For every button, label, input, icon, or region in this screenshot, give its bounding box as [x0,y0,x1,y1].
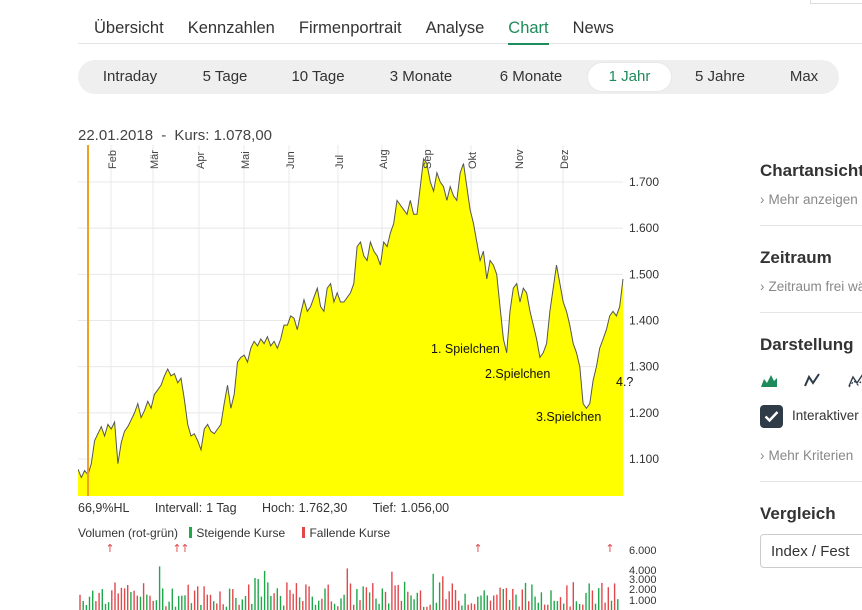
mehr-kriterien-label: Mehr Kriterien [768,448,854,463]
low-label: Tief: [372,501,397,515]
y-tick-label: 1.300 [629,360,659,374]
volume-tick-label: 2.000 [629,584,657,596]
chart-annotation: 1. Spielchen [431,342,500,356]
chart-stats: 66,9%HL Intervall: 1 Tag Hoch: 1.762,30 Ti… [78,501,471,515]
zeitraum-heading: Zeitraum [760,248,832,267]
tab-firmenportrait[interactable]: Firmenportrait [298,19,402,37]
chevron-right-icon: › [760,279,765,294]
low-info: Tief: 1.056,00 [373,501,450,515]
month-label: Jun [285,151,297,169]
interval-value: 1 Tag [206,501,237,515]
range-max[interactable]: Max [789,68,819,85]
line-chart-icon[interactable] [804,372,822,388]
month-label: Sep [422,149,434,169]
falling-label: Fallende Kurse [309,526,391,540]
darstellung-heading: Darstellung [760,335,854,354]
price-chart[interactable]: Feb Mär Apr Mai Jun Jul Aug Sep Okt Nov Dez 1.700 1.… [78,145,678,500]
divider [760,481,862,482]
tab-analyse[interactable]: Analyse [425,19,485,37]
range-selector: Intraday 5 Tage 10 Tage 3 Monate 6 Monat… [78,60,839,94]
month-label: Jul [334,155,346,169]
falling-swatch [302,527,306,538]
chevron-right-icon: › [760,192,765,207]
divider [760,312,862,313]
month-label: Aug [378,149,390,169]
y-tick-label: 1.100 [629,452,659,466]
volume-tick-label: 1.000 [629,595,657,607]
price-line [78,157,624,479]
range-3-monate[interactable]: 3 Monate [389,68,453,85]
price-area [78,158,623,496]
range-5-jahre[interactable]: 5 Jahre [694,68,746,85]
y-tick-label: 1.200 [629,406,659,420]
tab-news[interactable]: News [572,19,614,37]
divider [760,225,862,226]
interaktiv-checkbox[interactable] [760,405,783,428]
mountain-line-icon[interactable] [848,372,862,388]
range-1-jahr[interactable]: 1 Jahr [588,63,671,91]
range-6-monate[interactable]: 6 Monate [499,68,563,85]
chevron-right-icon: › [760,448,765,463]
month-label: Apr [195,152,207,169]
high-label: Hoch: [262,501,295,515]
chart-annotation: 4.? [616,375,633,389]
chart-annotation: 3.Spielchen [536,410,601,424]
volume-spike-marker: ↑ [473,542,482,555]
interaktiv-label: Interaktiver Chart [792,408,862,423]
interval-info: Intervall: 1 Tag [155,501,237,515]
vergleich-heading: Vergleich [760,504,836,523]
month-label: Dez [559,149,571,169]
chart-options-sidebar: Chartansicht › Mehr anzeigen Zeitraum › Ze… [760,0,862,610]
top-right-frame [810,0,862,4]
y-tick-label: 1.500 [629,267,659,281]
y-tick-label: 1.600 [629,221,659,235]
rising-swatch [189,527,193,538]
low-value: 1.056,00 [400,501,450,515]
high-info: Hoch: 1.762,30 [262,501,347,515]
volume-legend: Volumen (rot-grün) Steigende Kurse Falle… [78,526,390,540]
tab-uebersicht[interactable]: Übersicht [94,19,164,37]
zeitraum-frei-label: Zeitraum frei wählen [768,279,862,294]
chart-header: 22.01.2018 - Kurs: 1.078,00 [78,127,272,144]
mehr-anzeigen-link[interactable]: › Mehr anzeigen [760,192,858,207]
tab-chart[interactable]: Chart [508,12,550,45]
month-label: Feb [107,150,119,169]
volume-spike-marker: ↑ [172,542,181,555]
range-10-tage[interactable]: 10 Tage [291,68,345,85]
y-tick-label: 1.400 [629,314,659,328]
month-label: Okt [467,152,479,169]
area-chart-icon[interactable] [760,372,778,388]
chart-header-separator: - [161,127,167,144]
month-label: Mai [240,151,252,169]
high-value: 1.762,30 [298,501,348,515]
kurs-label: Kurs: [174,127,210,144]
range-5-tage[interactable]: 5 Tage [202,68,248,85]
chartansicht-heading: Chartansicht [760,161,862,180]
mehr-anzeigen-label: Mehr anzeigen [768,192,858,207]
mehr-kriterien-link[interactable]: › Mehr Kriterien [760,448,853,463]
volume-tick-label: 4.000 [629,565,657,577]
hl-value: 66,9%HL [78,501,130,515]
month-label: Mär [149,150,161,169]
main-tabs: Übersicht Kennzahlen Firmenportrait Anal… [78,12,862,45]
month-label: Nov [514,149,526,169]
volume-title: Volumen (rot-grün) [78,526,179,540]
tab-kennzahlen[interactable]: Kennzahlen [187,19,275,37]
range-intraday[interactable]: Intraday [102,68,158,85]
volume-tick-label: 6.000 [629,545,657,557]
y-tick-label: 1.700 [629,175,659,189]
check-icon [764,411,779,423]
volume-spike-marker: ↑ [105,542,114,555]
kurs-value: 1.078,00 [213,127,272,144]
interval-label: Intervall: [154,501,203,515]
volume-tick-label: 3.000 [629,574,657,586]
rising-label: Steigende Kurse [196,526,286,540]
index-select[interactable]: Index / Fest [760,534,862,568]
volume-spike-marker: ↑ [605,542,614,555]
chart-annotation: 2.Spielchen [485,367,550,381]
volume-spike-marker: ↑ [180,542,189,555]
chart-date: 22.01.2018 [78,127,154,144]
zeitraum-frei-link[interactable]: ›Zeitraum frei wählen [760,279,862,294]
